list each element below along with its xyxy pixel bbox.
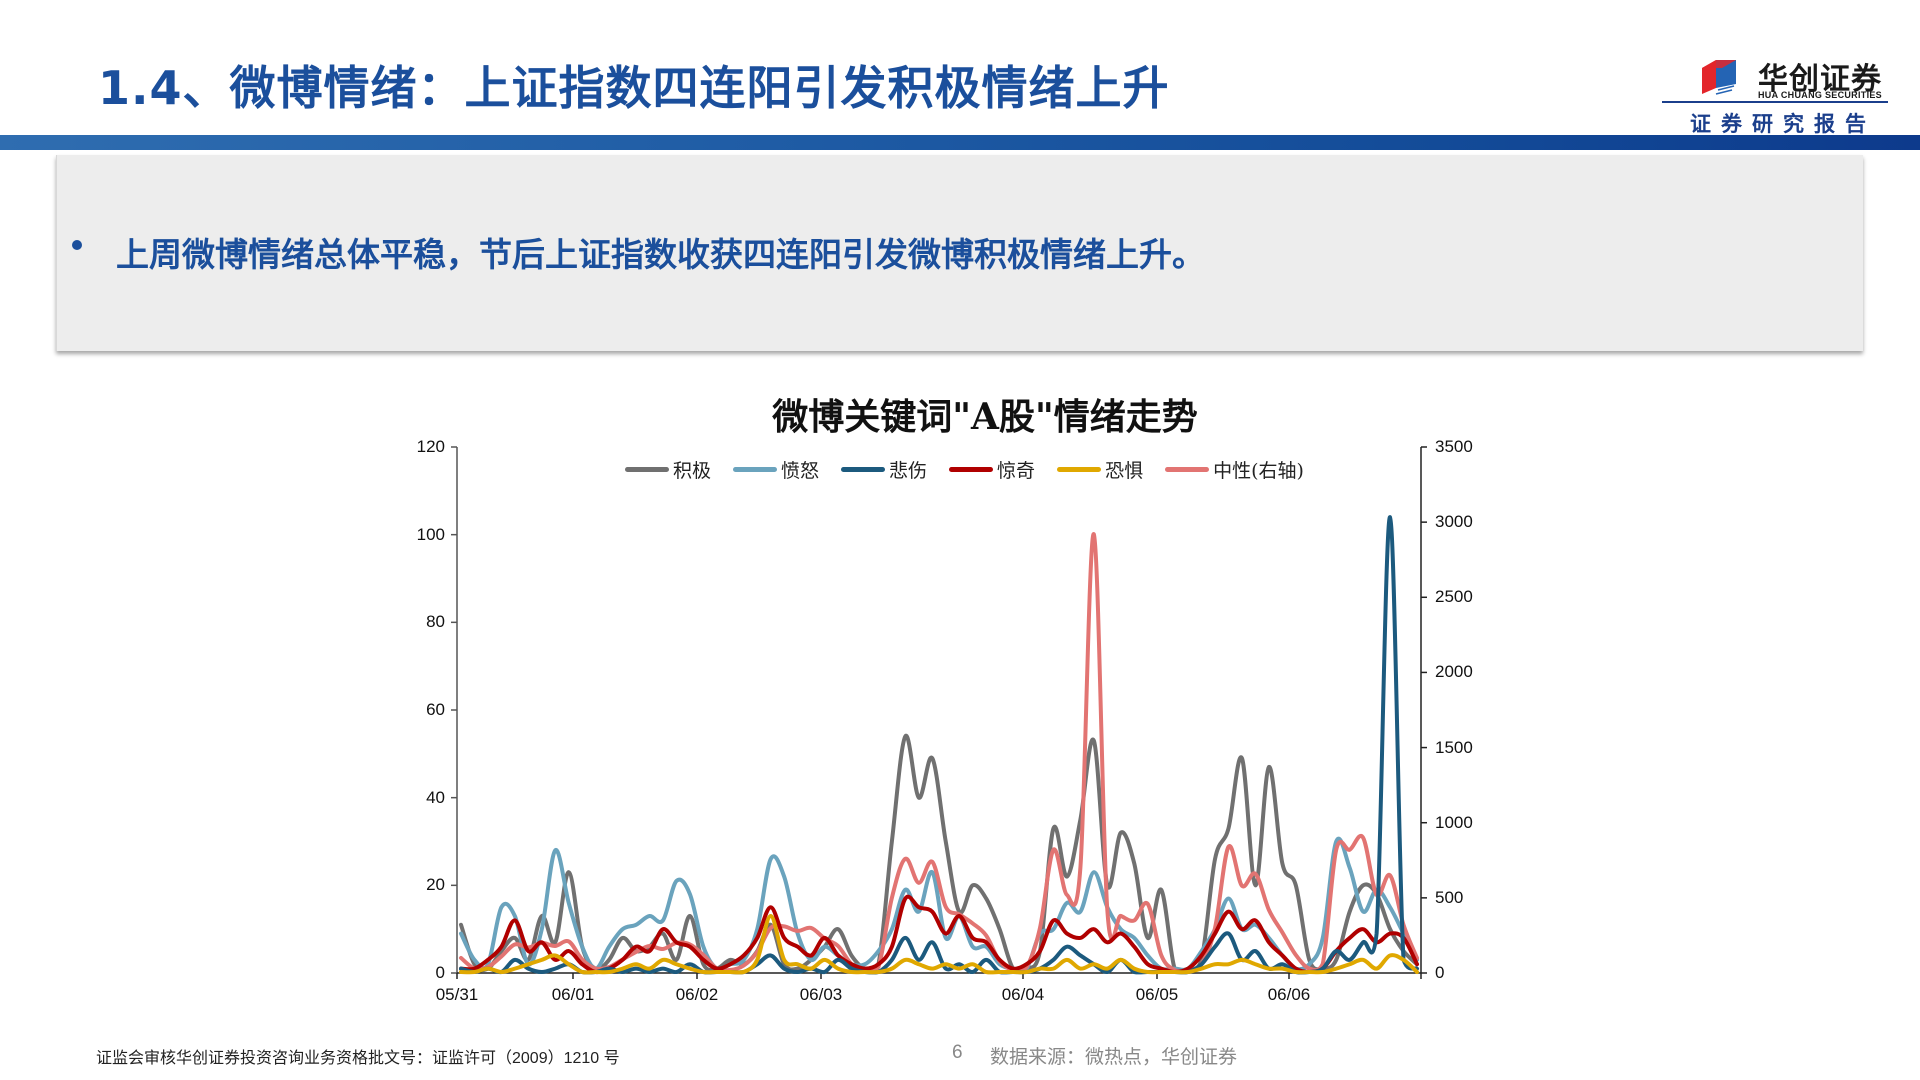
logo-divider <box>1662 101 1888 103</box>
page-number: 6 <box>952 1042 963 1063</box>
header-band <box>0 135 1920 150</box>
data-source: 数据来源：微热点，华创证券 <box>990 1047 1238 1068</box>
y-right-tick-label: 3000 <box>1435 512 1473 532</box>
legend-label: 悲伤 <box>889 460 928 482</box>
x-tick-label: 06/02 <box>675 985 719 1004</box>
company-logo: 华创证券 HUA CHUANG SECURITIES 证券研究报告 <box>1660 46 1920 136</box>
legend-item: 恐惧 <box>1057 456 1143 483</box>
bullet-icon <box>72 240 82 250</box>
legend-label: 恐惧 <box>1105 460 1144 482</box>
legend-swatch-icon <box>949 467 994 472</box>
legend-item: 积极 <box>625 456 711 483</box>
y-left-tick-label: 40 <box>426 787 445 807</box>
y-right-tick-label: 1000 <box>1435 812 1473 832</box>
legend-swatch-icon <box>625 467 669 472</box>
x-tick-label: 06/01 <box>551 985 595 1004</box>
logo-subtitle: 证券研究报告 <box>1690 111 1876 136</box>
chart-legend: 积极 愤怒 悲伤 惊奇 恐惧 中性(右轴) <box>625 456 1304 483</box>
summary-bullet: 上周微博情绪总体平稳，节后上证指数收获四连阳引发微博积极情绪上升。 <box>116 235 1205 274</box>
legend-item: 惊奇 <box>949 456 1035 483</box>
page-title: 1.4、微博情绪：上证指数四连阳引发积极情绪上升 <box>98 61 1170 115</box>
y-right-tick-label: 2000 <box>1435 662 1473 682</box>
x-tick-label: 06/03 <box>799 985 843 1004</box>
legend-swatch-icon <box>841 467 886 472</box>
legend-label: 积极 <box>673 460 712 482</box>
y-right-tick-label: 500 <box>1435 887 1464 907</box>
y-right-tick-label: 1500 <box>1435 737 1473 757</box>
y-left-tick-label: 0 <box>435 963 445 982</box>
y-left-tick-label: 60 <box>426 700 445 719</box>
y-left-tick-label: 80 <box>426 612 445 632</box>
y-left-tick-label: 20 <box>426 875 445 895</box>
y-left-tick-label: 120 <box>416 437 445 456</box>
y-right-tick-label: 0 <box>1435 963 1445 982</box>
legend-swatch-icon <box>1165 467 1210 472</box>
logo-name-en: HUA CHUANG SECURITIES <box>1758 90 1882 100</box>
logo-name-cn: 华创证券 <box>1758 62 1882 97</box>
legend-swatch-icon <box>1057 467 1102 472</box>
y-right-tick-label: 2500 <box>1435 587 1473 607</box>
logo-mark-icon <box>1702 60 1736 95</box>
chart-title: 微博关键词"A股"情绪走势 <box>772 396 1198 438</box>
x-tick-label: 06/04 <box>1001 985 1045 1004</box>
y-right-tick-label: 3500 <box>1435 437 1473 456</box>
series-line-0 <box>459 734 1419 974</box>
series-line-4 <box>459 914 1419 975</box>
legend-label: 愤怒 <box>781 460 820 482</box>
x-tick-label: 06/05 <box>1135 985 1179 1004</box>
x-tick-label: 06/06 <box>1267 985 1311 1004</box>
y-left-tick-label: 100 <box>416 524 445 544</box>
legend-item: 悲伤 <box>841 456 927 483</box>
legend-label: 中性(右轴) <box>1213 460 1304 482</box>
license-text: 证监会审核华创证券投资咨询业务资格批文号：证监许可（2009）1210 号 <box>96 1050 620 1067</box>
legend-swatch-icon <box>733 467 778 472</box>
summary-box <box>56 155 1863 351</box>
series-line-3 <box>459 894 1419 975</box>
legend-item: 中性(右轴) <box>1165 456 1304 483</box>
legend-item: 愤怒 <box>733 456 819 483</box>
x-tick-label: 05/31 <box>435 985 479 1004</box>
legend-label: 惊奇 <box>997 460 1036 482</box>
